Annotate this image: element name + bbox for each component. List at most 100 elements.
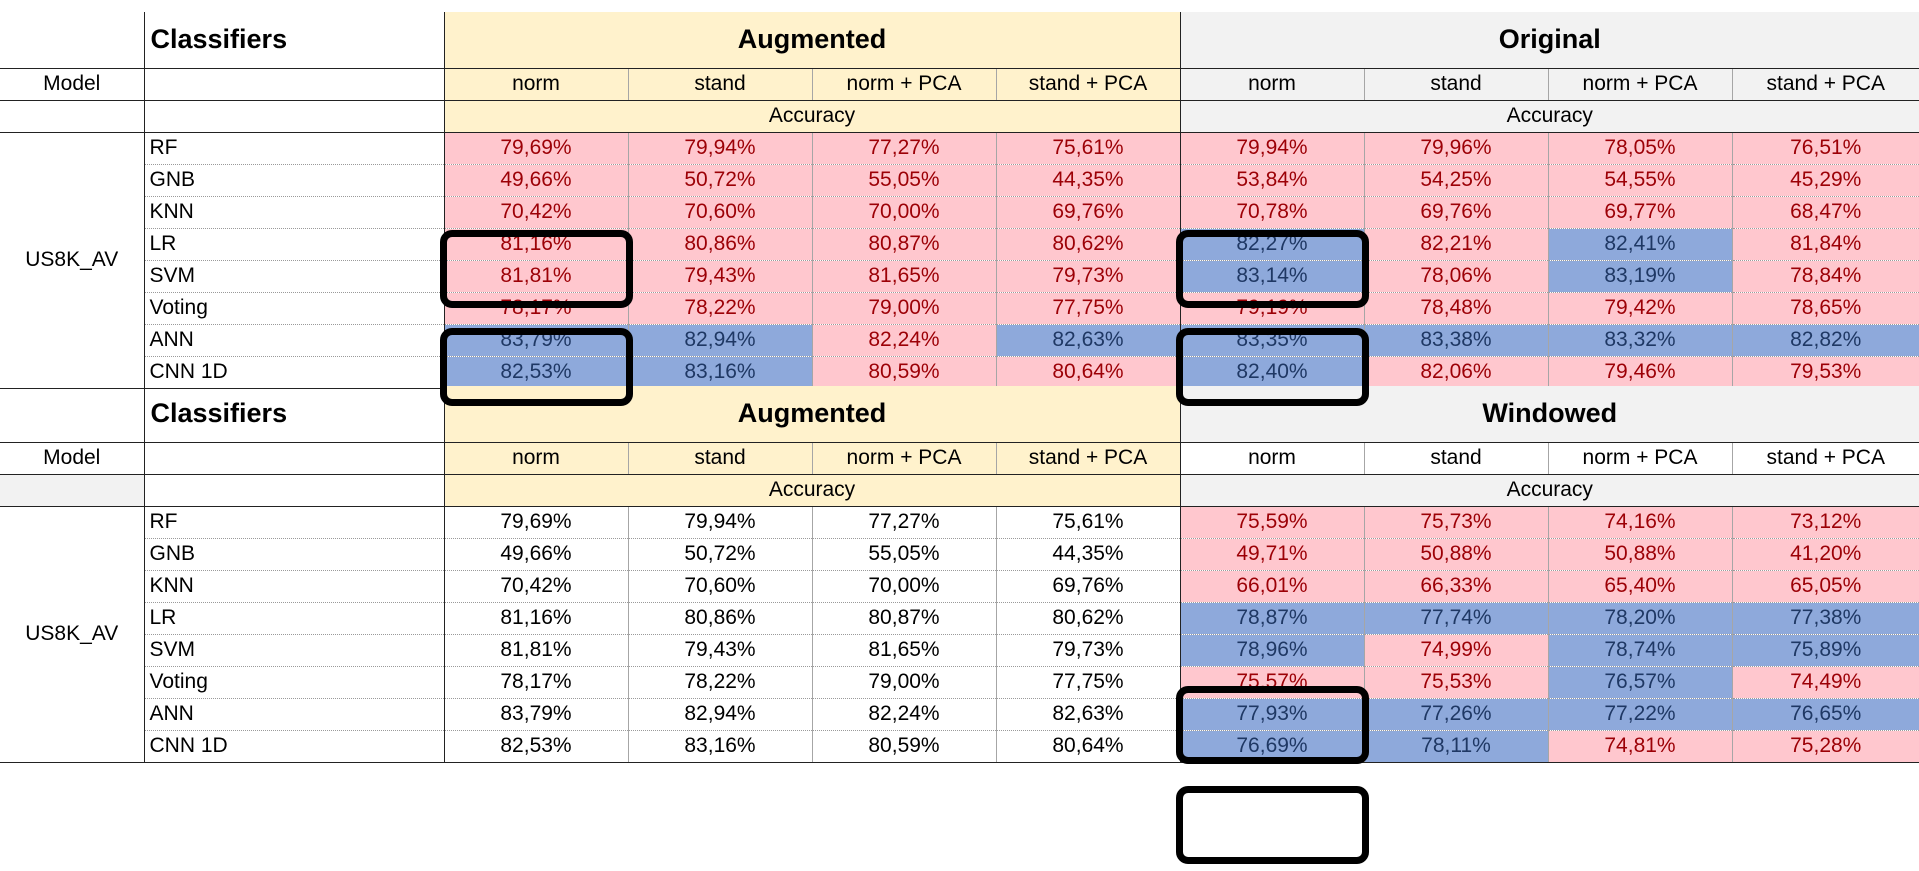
accuracy-cell: 82,94% bbox=[627, 698, 812, 731]
accuracy-cell: 78,20% bbox=[1547, 602, 1732, 635]
accuracy-cell: 69,76% bbox=[995, 196, 1180, 229]
column-header-row: Model norm stand norm + PCA stand + PCA … bbox=[0, 68, 1919, 101]
accuracy-cell: 53,84% bbox=[1179, 164, 1364, 197]
accuracy-cell: 82,63% bbox=[995, 324, 1180, 357]
table-row: ANN 83,79% 82,94% 82,24% 82,63% 83,35% 83,38% 8… bbox=[0, 324, 1919, 357]
table-row: ANN 83,79% 82,94% 82,24% 82,63% 77,93% 77,26% 7… bbox=[0, 698, 1919, 731]
accuracy-cell: 83,16% bbox=[627, 730, 812, 763]
accuracy-cell: 55,05% bbox=[811, 538, 996, 571]
accuracy-cell: 82,53% bbox=[443, 356, 628, 389]
accuracy-cell: 82,06% bbox=[1363, 356, 1548, 389]
accuracy-cell: 79,00% bbox=[811, 292, 996, 325]
classifier-label: GNB bbox=[143, 538, 444, 571]
accuracy-cell: 79,43% bbox=[627, 634, 812, 667]
classifier-label: ANN bbox=[143, 324, 444, 357]
accuracy-cell: 76,65% bbox=[1731, 698, 1919, 731]
accuracy-cell: 82,41% bbox=[1547, 228, 1732, 261]
accuracy-cell: 70,00% bbox=[811, 570, 996, 603]
table1-body: US8K_AV RF 79,69% 79,94% 77,27% 75,61% 79,94% 7… bbox=[0, 132, 1919, 389]
accuracy-cell: 76,57% bbox=[1547, 666, 1732, 699]
empty-cell bbox=[143, 100, 444, 133]
model-name: US8K_AV bbox=[0, 132, 144, 389]
accuracy-cell: 83,35% bbox=[1179, 324, 1364, 357]
accuracy-cell: 79,42% bbox=[1547, 292, 1732, 325]
accuracy-cell: 80,59% bbox=[811, 730, 996, 763]
accuracy-cell: 78,17% bbox=[443, 666, 628, 699]
accuracy-cell: 82,63% bbox=[995, 698, 1180, 731]
accuracy-cell: 83,79% bbox=[443, 698, 628, 731]
accuracy-cell: 78,17% bbox=[443, 292, 628, 325]
accuracy-cell: 77,27% bbox=[811, 506, 996, 539]
accuracy-cell: 65,40% bbox=[1547, 570, 1732, 603]
accuracy-cell: 82,21% bbox=[1363, 228, 1548, 261]
table-row: US8K_AV RF 79,69% 79,94% 77,27% 75,61% 79,94% 7… bbox=[0, 132, 1919, 389]
column-header-row: Model norm stand norm + PCA stand + PCA … bbox=[0, 442, 1919, 475]
accuracy-cell: 79,96% bbox=[1363, 132, 1548, 165]
accuracy-cell: 77,75% bbox=[995, 292, 1180, 325]
accuracy-cell: 78,06% bbox=[1363, 260, 1548, 293]
col-aug-stand-pca: stand + PCA bbox=[995, 68, 1180, 101]
results-table-original: Classifiers Augmented Original Model nor… bbox=[0, 12, 1919, 389]
highlight-frame bbox=[1176, 786, 1369, 864]
table-row: LR 81,16% 80,86% 80,87% 80,62% 82,27% 82,21% 82… bbox=[0, 228, 1919, 261]
table-row: KNN 70,42% 70,60% 70,00% 69,76% 70,78% 69,76% 6… bbox=[0, 196, 1919, 229]
col-aug-norm: norm bbox=[443, 68, 628, 101]
classifier-label: CNN 1D bbox=[143, 356, 444, 389]
accuracy-cell: 80,86% bbox=[627, 602, 812, 635]
accuracy-cell: 75,28% bbox=[1731, 730, 1919, 763]
accuracy-cell: 83,79% bbox=[443, 324, 628, 357]
col-win-norm-pca: norm + PCA bbox=[1547, 442, 1732, 475]
table-row: CNN 1D 82,53% 83,16% 80,59% 80,64% 82,40% 82,0… bbox=[0, 356, 1919, 389]
metric-row: Accuracy Accuracy bbox=[0, 100, 1919, 133]
table-row: LR 81,16% 80,86% 80,87% 80,62% 78,87% 77,74% 78… bbox=[0, 602, 1919, 635]
table-row: GNB 49,66% 50,72% 55,05% 44,35% 53,84% 54,25% 5… bbox=[0, 164, 1919, 197]
classifier-label: RF bbox=[143, 132, 444, 165]
classifier-label: Voting bbox=[143, 292, 444, 325]
accuracy-cell: 75,57% bbox=[1179, 666, 1364, 699]
accuracy-cell: 77,38% bbox=[1731, 602, 1919, 635]
accuracy-label-original: Accuracy bbox=[1179, 100, 1919, 133]
accuracy-cell: 77,26% bbox=[1363, 698, 1548, 731]
accuracy-cell: 82,24% bbox=[811, 698, 996, 731]
accuracy-cell: 70,42% bbox=[443, 196, 628, 229]
accuracy-cell: 80,62% bbox=[995, 602, 1180, 635]
classifier-label: KNN bbox=[143, 570, 444, 603]
classifier-label: LR bbox=[143, 602, 444, 635]
accuracy-cell: 79,69% bbox=[443, 506, 628, 539]
accuracy-cell: 50,72% bbox=[627, 538, 812, 571]
accuracy-cell: 78,65% bbox=[1731, 292, 1919, 325]
accuracy-cell: 75,73% bbox=[1363, 506, 1548, 539]
accuracy-cell: 82,27% bbox=[1179, 228, 1364, 261]
col-aug-stand: stand bbox=[627, 68, 812, 101]
accuracy-cell: 80,64% bbox=[995, 730, 1180, 763]
accuracy-cell: 75,89% bbox=[1731, 634, 1919, 667]
accuracy-cell: 69,76% bbox=[995, 570, 1180, 603]
empty-cell bbox=[0, 474, 144, 507]
accuracy-cell: 83,32% bbox=[1547, 324, 1732, 357]
accuracy-cell: 68,47% bbox=[1731, 196, 1919, 229]
accuracy-cell: 81,84% bbox=[1731, 228, 1919, 261]
accuracy-cell: 76,51% bbox=[1731, 132, 1919, 165]
group-header-row: Classifiers Augmented Windowed bbox=[0, 386, 1919, 443]
model-heading: Model bbox=[0, 68, 144, 101]
empty-cell bbox=[143, 68, 444, 101]
accuracy-cell: 79,94% bbox=[1179, 132, 1364, 165]
accuracy-cell: 66,01% bbox=[1179, 570, 1364, 603]
accuracy-cell: 78,48% bbox=[1363, 292, 1548, 325]
accuracy-cell: 82,53% bbox=[443, 730, 628, 763]
classifier-label: SVM bbox=[143, 260, 444, 293]
accuracy-cell: 74,16% bbox=[1547, 506, 1732, 539]
col-aug-norm-pca: norm + PCA bbox=[811, 442, 996, 475]
classifier-label: Voting bbox=[143, 666, 444, 699]
accuracy-cell: 80,87% bbox=[811, 602, 996, 635]
classifier-label: KNN bbox=[143, 196, 444, 229]
table-row: SVM 81,81% 79,43% 81,65% 79,73% 83,14% 78,06% 8… bbox=[0, 260, 1919, 293]
col-aug-stand: stand bbox=[627, 442, 812, 475]
group-header-row: Classifiers Augmented Original bbox=[0, 12, 1919, 69]
accuracy-cell: 78,84% bbox=[1731, 260, 1919, 293]
accuracy-cell: 54,25% bbox=[1363, 164, 1548, 197]
accuracy-cell: 78,22% bbox=[627, 666, 812, 699]
original-heading: Original bbox=[1179, 12, 1919, 69]
augmented-heading: Augmented bbox=[443, 386, 1180, 443]
accuracy-cell: 83,38% bbox=[1363, 324, 1548, 357]
